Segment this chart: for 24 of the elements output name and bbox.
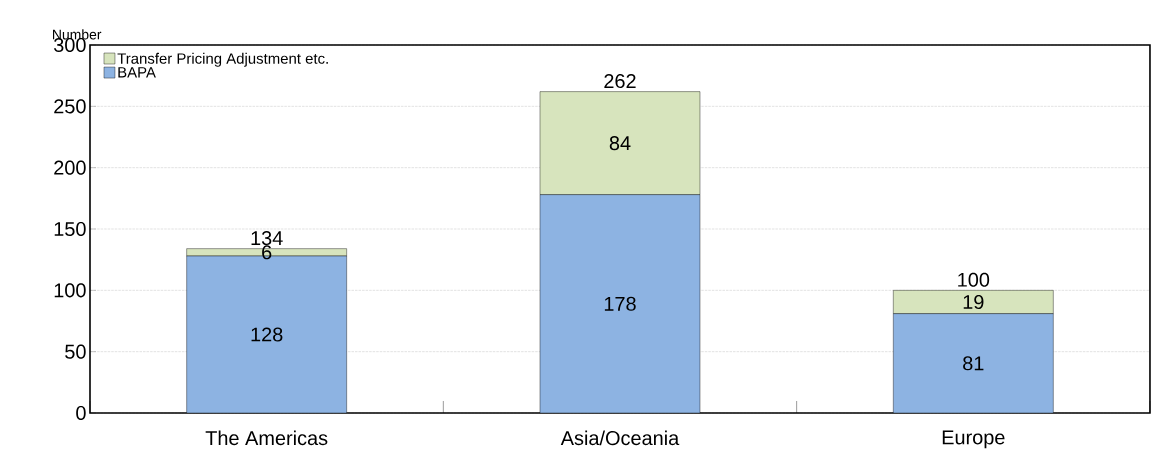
x-tick-label: The Americas (205, 430, 328, 446)
legend-label: Transfer Pricing Adjustment etc. (117, 52, 328, 67)
bar (539, 194, 701, 413)
legend-label: BAPA (118, 67, 156, 78)
total-label: 100 (958, 272, 990, 287)
data-label: 128 (251, 327, 283, 342)
data-label: 178 (604, 296, 636, 311)
y-tick-label: 300 (54, 37, 86, 53)
total-label: 134 (251, 231, 283, 246)
y-tick-label: 250 (54, 99, 86, 114)
data-label: 81 (963, 356, 984, 371)
data-label: 84 (609, 136, 631, 151)
y-axis-title: Number (53, 29, 102, 40)
data-label: 6 (262, 245, 272, 260)
y-tick-label: 100 (54, 283, 86, 298)
x-tick-label: Asia/Oceania (560, 430, 680, 446)
data-label: 19 (963, 294, 984, 310)
y-tick-label: 50 (65, 344, 86, 359)
y-tick-label: 200 (54, 160, 86, 175)
y-tick-label: 150 (54, 221, 86, 237)
y-tick-label: 0 (76, 405, 86, 421)
x-tick-label: Europe (942, 430, 1005, 449)
total-label: 262 (604, 73, 636, 89)
bar (893, 313, 1054, 413)
